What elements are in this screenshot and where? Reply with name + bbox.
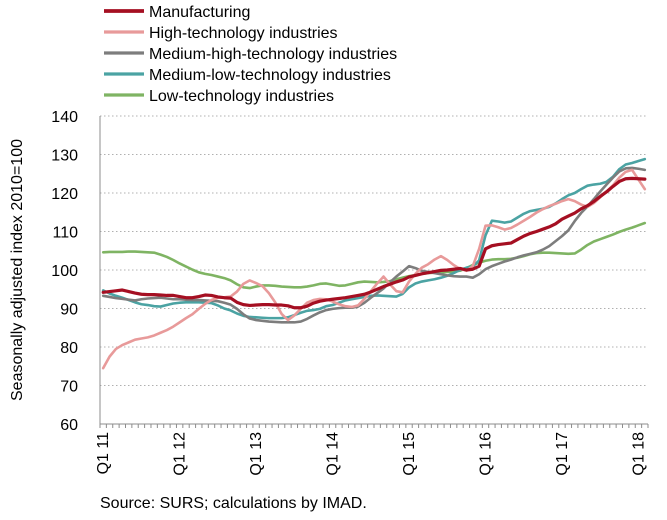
series-line-medium-high-technology-industries [101, 166, 647, 324]
x-tick-label: Q1 16 [478, 432, 495, 476]
x-tick-label: Q1 18 [630, 432, 647, 476]
series-line-manufacturing [101, 176, 647, 310]
y-tick-label-120: 120 [51, 186, 78, 203]
x-tick-labels: Q1 11 Q1 12 Q1 13 Q1 14 Q1 15 Q1 16 Q1 17 Q1 18 [95, 432, 647, 476]
y-tick-label-70: 70 [60, 379, 78, 396]
y-tick-label-110: 110 [52, 225, 78, 242]
y-tick-labels: 60 70 80 90 100 110 120 130 140 [51, 109, 78, 434]
grid-lines [100, 115, 648, 386]
x-tick-label: Q1 15 [401, 432, 418, 476]
y-tick-label-90: 90 [60, 302, 78, 319]
legend-label: Medium-low-technology industries [149, 67, 391, 84]
legend-label: Medium-high-technology industries [149, 46, 397, 63]
x-tick-label: Q1 17 [554, 432, 571, 476]
series-lines [101, 157, 647, 370]
legend: Manufacturing High-technology industries M… [104, 4, 397, 105]
legend-label: High-technology industries [149, 25, 338, 42]
x-tick-label: Q1 11 [95, 432, 112, 475]
x-tick-label: Q1 12 [172, 432, 189, 476]
y-tick-label-100: 100 [51, 263, 78, 280]
legend-label: Manufacturing [149, 4, 250, 21]
x-tick-label: Q1 13 [248, 432, 265, 476]
y-tick-label-130: 130 [51, 148, 78, 165]
axes [99, 116, 649, 428]
y-tick-label-60: 60 [60, 417, 78, 434]
series-line-high-technology-industries [101, 168, 647, 370]
series-line-low-technology-industries [101, 221, 647, 290]
y-axis-label: Seasonally adjusted index 2010=100 [9, 139, 26, 401]
y-tick-label-80: 80 [60, 340, 78, 357]
x-tick-label: Q1 14 [325, 432, 342, 476]
legend-label: Low-technology industries [149, 88, 334, 105]
source-note: Source: SURS; calculations by IMAD. [100, 495, 367, 512]
y-tick-label-140: 140 [51, 109, 78, 126]
